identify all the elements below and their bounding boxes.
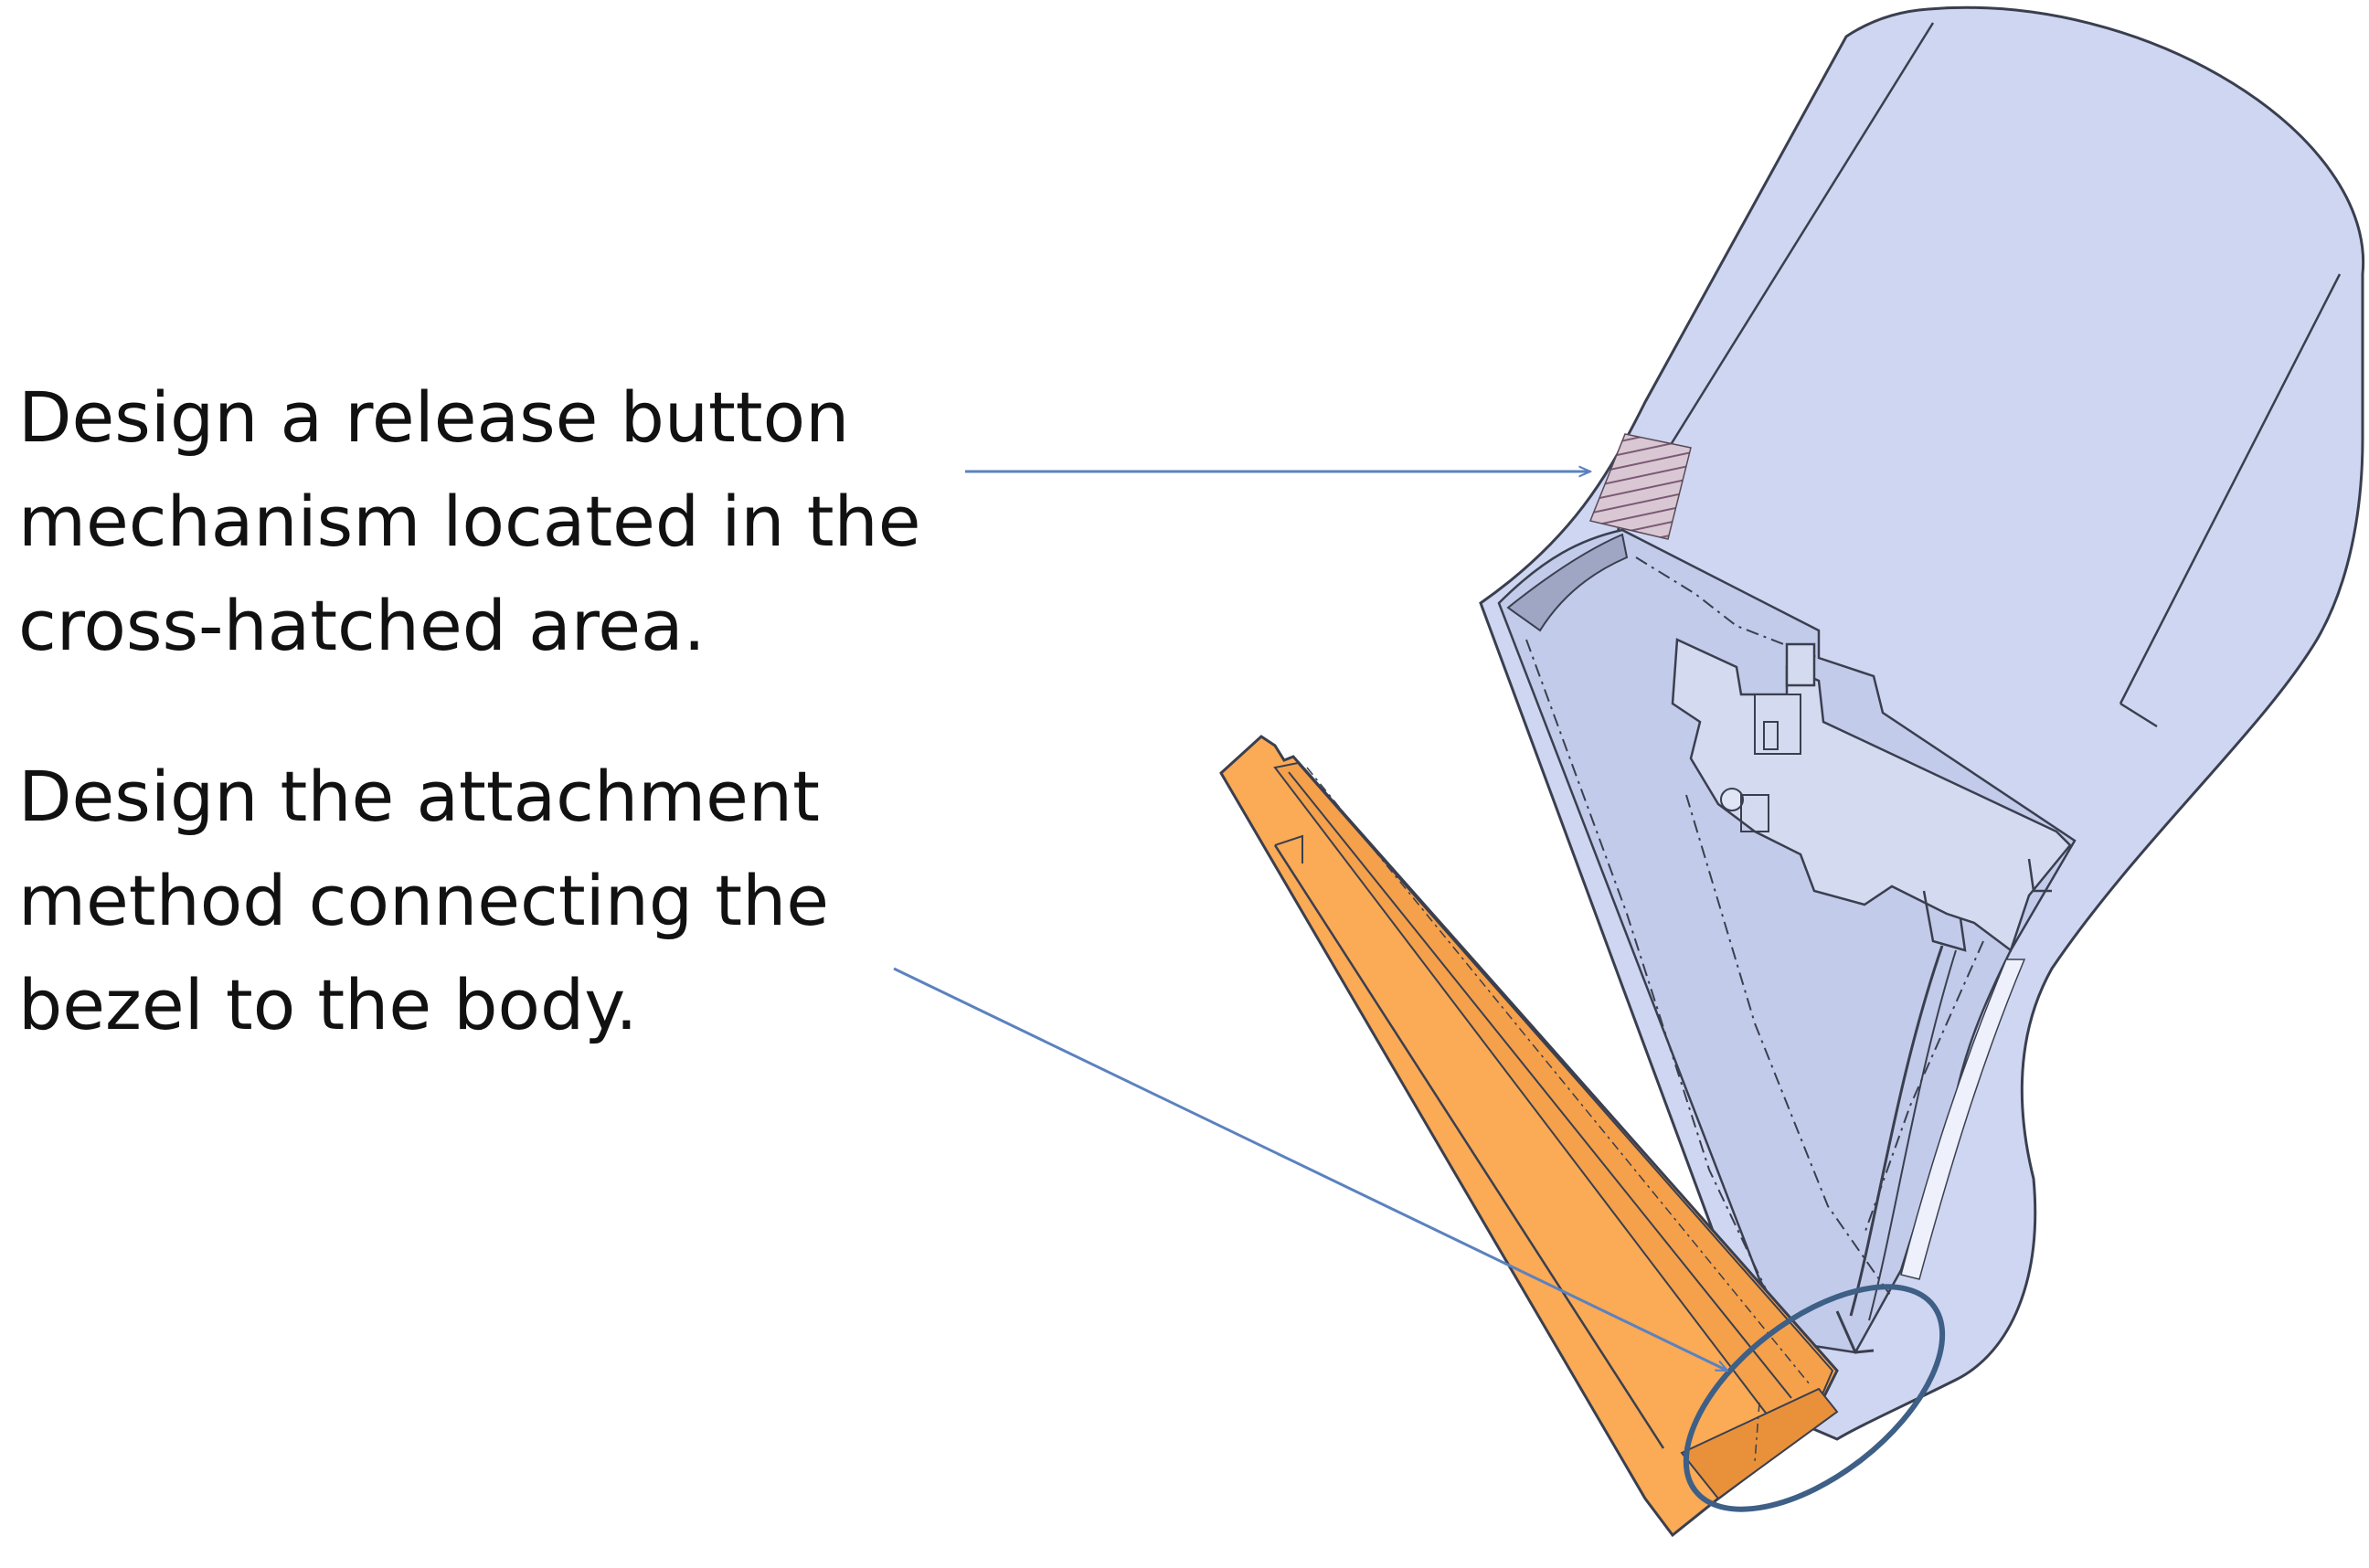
mechanism-latch bbox=[1922, 890, 1967, 952]
caption-line: bezel to the body. bbox=[18, 964, 638, 1045]
construction-line bbox=[1525, 639, 1792, 1344]
flexible-arm bbox=[1868, 949, 1957, 1321]
cavity-shadow bbox=[1506, 533, 1629, 632]
body-seam-line bbox=[2119, 273, 2342, 705]
flexible-arm bbox=[1849, 945, 1944, 1317]
bezel-dashed-line bbox=[1306, 767, 1811, 1385]
bezel-edge-line bbox=[1273, 844, 1665, 1449]
caption-line: Design the attachment bbox=[18, 756, 820, 837]
release-button-caption: Design a release button mechanism locate… bbox=[18, 366, 920, 678]
bezel bbox=[1219, 735, 1839, 1538]
bezel-edge-line bbox=[1288, 771, 1792, 1399]
mechanism-clip bbox=[1763, 721, 1779, 750]
bezel-outline bbox=[1219, 735, 1839, 1538]
construction-line bbox=[1635, 556, 1820, 659]
construction-line bbox=[1685, 794, 1893, 1298]
mechanism-latch bbox=[2027, 858, 2052, 893]
caption-line: method connecting the bbox=[18, 860, 830, 941]
caption-line: mechanism located in the bbox=[18, 481, 921, 562]
caption-line: Design a release button bbox=[18, 376, 850, 458]
device-body bbox=[1479, 5, 2365, 1441]
mechanism-pin bbox=[1720, 788, 1744, 811]
mechanism-clip bbox=[1740, 794, 1769, 832]
body-seam-line bbox=[2119, 702, 2158, 728]
attachment-caption: Design the attachment method connecting … bbox=[18, 745, 829, 1057]
attachment-arrow bbox=[893, 967, 1727, 1372]
flexible-arm-shade bbox=[1900, 959, 2026, 1280]
bezel-lip bbox=[1680, 1387, 1839, 1500]
mechanism-post bbox=[1785, 642, 1816, 687]
bottom-hook bbox=[1835, 1310, 1875, 1354]
bezel-dashed-line bbox=[1754, 1402, 1760, 1463]
caption-line: cross-hatched area. bbox=[18, 585, 706, 666]
release-button-hatched-area bbox=[1588, 433, 1692, 540]
bezel-inner-face bbox=[1273, 761, 1834, 1436]
bezel-step bbox=[1274, 834, 1303, 863]
attachment-highlight-ellipse bbox=[1683, 1284, 1946, 1512]
